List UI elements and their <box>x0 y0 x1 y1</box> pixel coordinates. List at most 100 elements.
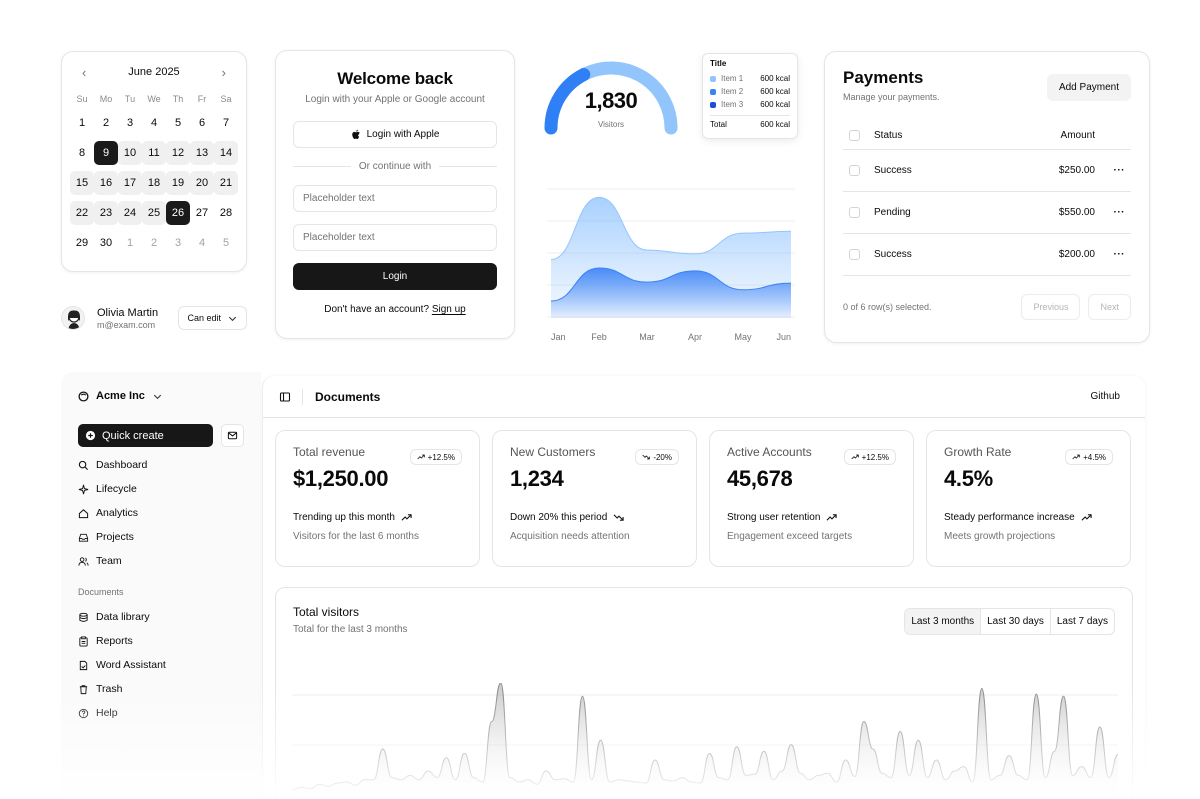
mail-button[interactable] <box>221 424 244 447</box>
github-link[interactable]: Github <box>1090 391 1120 402</box>
login-input-2[interactable]: Placeholder text <box>293 224 497 251</box>
help-icon <box>78 708 89 718</box>
table-row[interactable]: Success $200.00 ··· <box>843 234 1131 276</box>
calendar-day[interactable]: 10 <box>118 141 142 165</box>
calendar-day[interactable]: 24 <box>118 201 142 225</box>
payments-subtitle: Manage your payments. <box>843 92 940 102</box>
quick-create-button[interactable]: Quick create <box>78 424 213 447</box>
trend-up-icon <box>401 514 412 521</box>
calendar-day[interactable]: 2 <box>150 237 158 249</box>
login-button[interactable]: Login <box>293 263 497 290</box>
next-page-button[interactable]: Next <box>1088 294 1131 320</box>
calendar-day[interactable]: 28 <box>219 207 233 219</box>
login-input-1[interactable]: Placeholder text <box>293 185 497 212</box>
payments-footer: 0 of 6 row(s) selected. Previous Next <box>843 294 1131 320</box>
calendar-day[interactable]: 23 <box>94 201 118 225</box>
sidebar-item-analytics[interactable]: Analytics <box>78 501 244 525</box>
calendar-day[interactable]: 1 <box>78 117 86 129</box>
calendar-day[interactable]: 4 <box>198 237 206 249</box>
range-option-2[interactable]: Last 30 days <box>980 609 1050 634</box>
calendar-day[interactable]: 3 <box>174 237 182 249</box>
select-all-checkbox[interactable] <box>849 130 860 141</box>
topbar: Documents Github <box>263 376 1145 418</box>
calendar-day[interactable]: 6 <box>198 117 206 129</box>
add-payment-button[interactable]: Add Payment <box>1046 74 1131 101</box>
payment-status: Success <box>874 249 912 260</box>
calendar-day[interactable]: 5 <box>222 237 230 249</box>
kpi-label: Growth Rate <box>944 445 1012 459</box>
area-series-line-2 <box>550 267 792 302</box>
visitors-subtitle: Total for the last 3 months <box>293 624 408 635</box>
calendar-day[interactable]: 3 <box>126 117 134 129</box>
area-chart: Jan Feb Mar Apr May Jun <box>547 180 795 345</box>
sidebar-item-reports[interactable]: Reports <box>78 629 244 653</box>
calendar-day[interactable]: 4 <box>150 117 158 129</box>
calendar-day[interactable]: 14 <box>214 141 238 165</box>
row-checkbox[interactable] <box>849 249 860 260</box>
calendar-day[interactable]: 9 <box>94 141 118 165</box>
calendar-day[interactable]: 8 <box>78 147 86 159</box>
calendar-day[interactable]: 18 <box>142 171 166 195</box>
prev-month-icon[interactable]: ‹ <box>82 64 87 80</box>
calendar-day[interactable]: 30 <box>99 237 113 249</box>
row-actions-icon[interactable]: ··· <box>1113 207 1125 218</box>
payment-amount: $200.00 <box>1058 249 1095 260</box>
permission-select[interactable]: Can edit <box>178 306 247 330</box>
sidebar-item-team[interactable]: Team <box>78 549 244 573</box>
calendar-day[interactable]: 5 <box>174 117 182 129</box>
visitors-gauge: 1,830 Visitors <box>542 60 680 135</box>
page-title: Documents <box>315 389 381 404</box>
signup-link[interactable]: Sign up <box>431 304 466 315</box>
legend-swatch <box>710 101 716 108</box>
gauge-track <box>578 61 678 135</box>
calendar-day[interactable]: 13 <box>190 141 214 165</box>
calendar-day[interactable]: 29 <box>75 237 89 249</box>
x-tick-label: May <box>734 332 752 342</box>
row-actions-icon[interactable]: ··· <box>1113 249 1125 260</box>
sidebar-item-data-library[interactable]: Data library <box>78 605 244 629</box>
tooltip-total-value: 600 kcal <box>760 120 790 129</box>
sidebar-item-trash[interactable]: Trash <box>78 677 244 701</box>
row-actions-icon[interactable]: ··· <box>1113 165 1125 176</box>
tooltip-item-value: 600 kcal <box>760 100 790 109</box>
sidebar-item-dashboard[interactable]: Dashboard <box>78 453 244 477</box>
calendar-day[interactable]: 1 <box>126 237 134 249</box>
payment-amount: $250.00 <box>1058 165 1095 176</box>
weekday-label: Fr <box>197 94 207 104</box>
table-row[interactable]: Success $250.00 ··· <box>843 150 1131 192</box>
payment-status: Success <box>874 165 912 176</box>
sidebar-item-projects[interactable]: Projects <box>78 525 244 549</box>
nav-label: Help <box>96 707 118 719</box>
calendar-day[interactable]: 17 <box>118 171 142 195</box>
gauge-fill <box>544 68 591 135</box>
x-tick-label: Jan <box>551 332 566 342</box>
calendar-day[interactable]: 26 <box>166 201 190 225</box>
row-checkbox[interactable] <box>849 165 860 176</box>
sidebar-item-word-assistant[interactable]: Word Assistant <box>78 653 244 677</box>
next-month-icon[interactable]: › <box>221 64 226 80</box>
calendar-day[interactable]: 19 <box>166 171 190 195</box>
sidebar-toggle-icon[interactable] <box>279 391 291 403</box>
calendar-day[interactable]: 20 <box>190 171 214 195</box>
sidebar-item-lifecycle[interactable]: Lifecycle <box>78 477 244 501</box>
calendar-day[interactable]: 27 <box>195 207 209 219</box>
calendar-day[interactable]: 16 <box>94 171 118 195</box>
range-option-1[interactable]: Last 3 months <box>905 609 981 634</box>
kpi-description: Visitors for the last 6 months <box>293 531 419 542</box>
calendar-day[interactable]: 25 <box>142 201 166 225</box>
calendar-day[interactable]: 2 <box>102 117 110 129</box>
calendar-day[interactable]: 15 <box>70 171 94 195</box>
sidebar-item-help[interactable]: Help <box>78 701 244 725</box>
row-checkbox[interactable] <box>849 207 860 218</box>
calendar-day[interactable]: 21 <box>214 171 238 195</box>
users-icon <box>78 556 89 566</box>
calendar-day[interactable]: 7 <box>222 117 230 129</box>
range-option-3[interactable]: Last 7 days <box>1049 609 1114 634</box>
org-switcher[interactable]: Acme Inc <box>78 388 244 404</box>
previous-page-button[interactable]: Previous <box>1021 294 1081 320</box>
calendar-day[interactable]: 11 <box>142 141 166 165</box>
calendar-day[interactable]: 22 <box>70 201 94 225</box>
table-row[interactable]: Pending $550.00 ··· <box>843 192 1131 234</box>
login-apple-button[interactable]: Login with Apple <box>293 121 497 148</box>
calendar-day[interactable]: 12 <box>166 141 190 165</box>
